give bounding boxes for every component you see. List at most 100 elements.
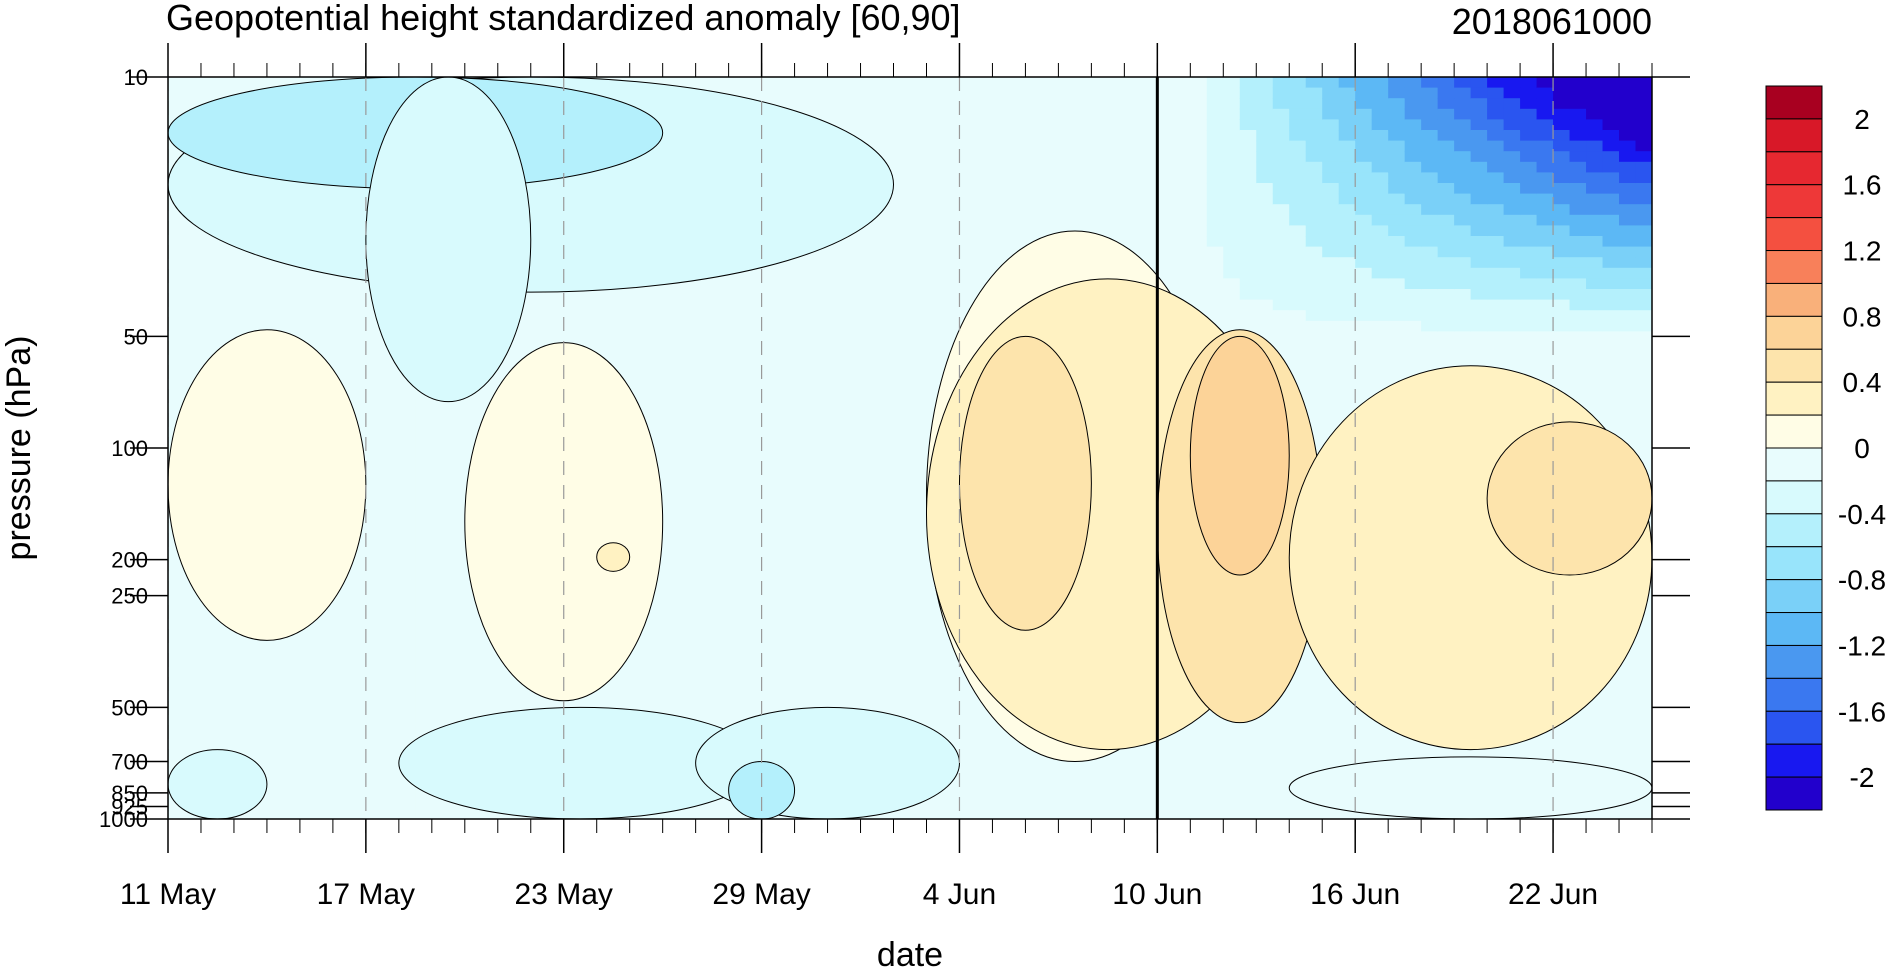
field-cell <box>1322 363 1340 375</box>
field-cell <box>1206 744 1224 756</box>
field-cell <box>168 108 186 120</box>
field-cell <box>877 373 895 385</box>
field-cell <box>662 426 680 438</box>
field-cell <box>1157 87 1175 99</box>
field-cell <box>910 225 928 237</box>
field-cell <box>266 766 285 778</box>
field-cell <box>382 522 400 534</box>
field-cell <box>1239 204 1257 216</box>
field-cell <box>695 299 713 311</box>
field-cell <box>975 161 994 173</box>
field-cell <box>893 204 911 216</box>
field-cell <box>893 267 911 279</box>
field-cell <box>844 564 862 576</box>
field-cell <box>860 638 878 650</box>
field-cell <box>1322 734 1340 746</box>
field-cell <box>1256 236 1274 248</box>
field-cell <box>629 691 647 703</box>
field-cell <box>365 522 383 534</box>
field-cell <box>1338 225 1356 237</box>
field-cell <box>1107 130 1125 142</box>
field-cell <box>1074 204 1092 216</box>
field-cell <box>942 183 961 195</box>
field-cell <box>1074 797 1092 809</box>
field-cell <box>464 416 482 428</box>
field-cell <box>1322 204 1340 216</box>
field-cell <box>926 320 944 332</box>
field-cell <box>1289 363 1307 375</box>
field-cell <box>332 585 350 597</box>
field-cell <box>1025 98 1043 110</box>
field-cell <box>283 299 301 311</box>
field-cell <box>1223 787 1241 799</box>
field-cell <box>761 267 779 279</box>
field-cell <box>464 607 482 619</box>
field-cell <box>926 87 944 99</box>
field-cell <box>217 638 235 650</box>
field-cell <box>1091 151 1109 163</box>
field-cell <box>942 713 961 725</box>
field-cell <box>1305 87 1323 99</box>
field-cell <box>877 617 895 629</box>
field-cell <box>398 575 416 587</box>
field-cell <box>975 140 994 152</box>
field-cell <box>1190 77 1208 89</box>
field-cell <box>1107 140 1125 152</box>
field-cell <box>712 808 730 819</box>
field-cell <box>745 437 763 449</box>
field-cell <box>1206 267 1224 279</box>
field-cell <box>712 713 730 725</box>
field-cell <box>695 522 713 534</box>
field-cell <box>233 691 252 703</box>
field-cell <box>1190 267 1208 279</box>
field-cell <box>1041 108 1059 120</box>
field-cell <box>481 670 499 682</box>
field-cell <box>184 734 202 746</box>
field-cell <box>1157 151 1175 163</box>
field-cell <box>184 225 202 237</box>
field-cell <box>910 501 928 513</box>
field-cell <box>1190 140 1208 152</box>
field-cell <box>926 691 944 703</box>
field-cell <box>497 352 515 364</box>
field-cell <box>1107 787 1125 799</box>
field-cell <box>184 723 202 735</box>
field-cell <box>464 426 482 438</box>
field-cell <box>778 363 796 375</box>
field-cell <box>728 310 746 322</box>
field-cell <box>168 331 186 343</box>
field-cell <box>844 585 862 597</box>
field-cell <box>844 342 862 354</box>
field-cell <box>679 395 697 407</box>
field-cell <box>926 649 944 661</box>
field-cell <box>365 331 383 343</box>
field-cell <box>299 267 317 279</box>
field-cell <box>827 458 845 470</box>
field-cell <box>266 808 285 819</box>
field-cell <box>975 776 994 788</box>
field-cell <box>794 479 812 491</box>
field-cell <box>250 755 268 767</box>
field-cell <box>629 660 647 672</box>
field-cell <box>910 342 928 354</box>
field-cell <box>1305 416 1323 428</box>
field-cell <box>448 596 466 608</box>
field-cell <box>745 511 763 523</box>
field-cell <box>250 278 268 290</box>
field-cell <box>168 384 186 396</box>
field-cell <box>695 585 713 597</box>
field-cell <box>679 532 697 544</box>
field-cell <box>959 797 977 809</box>
field-cell <box>1223 140 1241 152</box>
field-cell <box>1256 310 1274 322</box>
field-cell <box>1074 77 1092 89</box>
field-cell <box>877 607 895 619</box>
field-cell <box>382 448 400 460</box>
field-cell <box>646 395 664 407</box>
field-cell <box>514 331 532 343</box>
field-cell <box>860 607 878 619</box>
field-cell <box>942 331 961 343</box>
field-cell <box>1124 77 1142 89</box>
field-cell <box>382 416 400 428</box>
